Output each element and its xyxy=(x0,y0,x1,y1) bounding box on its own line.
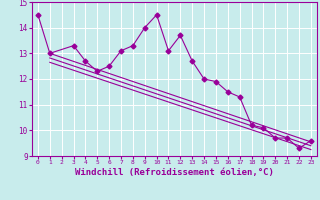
X-axis label: Windchill (Refroidissement éolien,°C): Windchill (Refroidissement éolien,°C) xyxy=(75,168,274,177)
